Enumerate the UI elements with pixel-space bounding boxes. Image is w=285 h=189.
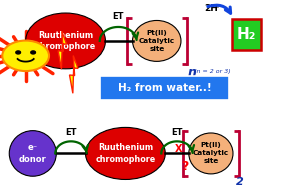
Ellipse shape xyxy=(9,131,56,176)
Polygon shape xyxy=(58,31,67,69)
Text: Ruuthenium
chromophore: Ruuthenium chromophore xyxy=(95,143,156,164)
Text: e⁻
donor: e⁻ donor xyxy=(19,143,47,164)
Text: 2: 2 xyxy=(236,177,244,187)
Text: Pt(II)
Catalytic
site: Pt(II) Catalytic site xyxy=(193,143,229,164)
Text: Pt(II)
Catalytic
site: Pt(II) Catalytic site xyxy=(139,30,175,52)
Text: +: + xyxy=(214,3,220,9)
Ellipse shape xyxy=(189,133,233,174)
Circle shape xyxy=(2,41,49,71)
Text: ET: ET xyxy=(113,12,124,21)
Polygon shape xyxy=(70,56,78,93)
Ellipse shape xyxy=(86,127,165,180)
Text: (n = 2 or 3): (n = 2 or 3) xyxy=(194,69,231,74)
Text: H₂: H₂ xyxy=(237,27,256,42)
Text: ET: ET xyxy=(65,128,77,137)
Text: 2H: 2H xyxy=(204,4,218,13)
Text: ?: ? xyxy=(181,160,188,173)
Ellipse shape xyxy=(133,20,181,61)
FancyBboxPatch shape xyxy=(232,19,261,50)
FancyBboxPatch shape xyxy=(100,76,229,99)
Ellipse shape xyxy=(26,13,105,69)
Circle shape xyxy=(16,51,21,54)
Text: X: X xyxy=(175,144,182,154)
Text: H₂ from water..!: H₂ from water..! xyxy=(118,83,211,93)
Circle shape xyxy=(31,51,35,54)
Text: n: n xyxy=(188,66,197,79)
Text: Ruuthenium
chromophore: Ruuthenium chromophore xyxy=(35,30,96,51)
Text: ET: ET xyxy=(171,128,183,137)
